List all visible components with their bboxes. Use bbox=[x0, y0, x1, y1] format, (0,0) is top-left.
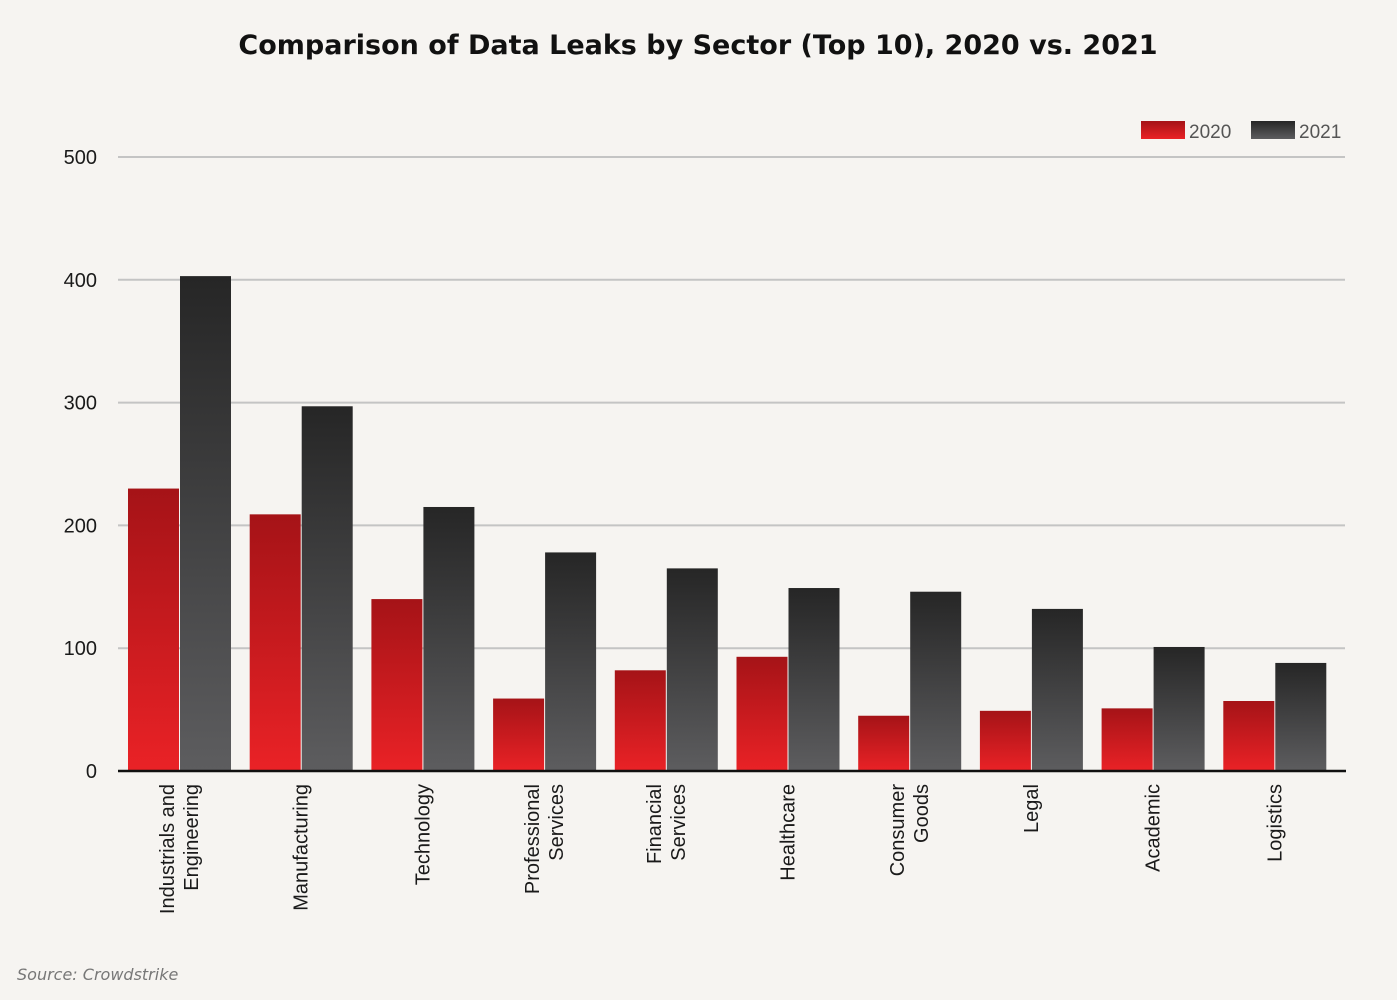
x-tick-label: Professional Services bbox=[522, 784, 568, 894]
bar-2020 bbox=[493, 698, 545, 771]
bar-2021 bbox=[545, 552, 597, 771]
x-tick-label-line: Manufacturing bbox=[291, 784, 313, 911]
y-tick-label: 0 bbox=[86, 761, 97, 783]
x-tick-label-line: Engineering bbox=[181, 784, 203, 891]
bars bbox=[128, 276, 1327, 771]
x-tick-label-line: Goods bbox=[911, 784, 933, 843]
bar-2020 bbox=[858, 715, 910, 771]
bar-2021 bbox=[423, 506, 475, 771]
bar-2020 bbox=[979, 710, 1031, 771]
legend-swatch-2021 bbox=[1251, 121, 1295, 139]
bar-2021 bbox=[910, 591, 962, 771]
x-tick-label-line: Logistics bbox=[1264, 784, 1286, 862]
bar-2021 bbox=[666, 568, 718, 771]
y-tick-label: 300 bbox=[64, 393, 97, 415]
x-axis-labels: Industrials and Engineering Manufacturing T… bbox=[157, 784, 1286, 914]
bar-2020 bbox=[371, 599, 423, 771]
x-tick-label-line: Academic bbox=[1143, 784, 1165, 872]
bar-2021 bbox=[788, 588, 840, 771]
bar-2021 bbox=[1153, 646, 1205, 771]
x-tick-label: Healthcare bbox=[778, 784, 800, 881]
bar-2020 bbox=[128, 488, 179, 771]
y-axis-ticks: 0 100 200 300 400 500 bbox=[64, 147, 97, 783]
x-tick-label: Academic bbox=[1143, 784, 1165, 872]
legend: 2020 2021 bbox=[1141, 121, 1341, 143]
x-tick-label: Legal bbox=[1021, 784, 1043, 833]
x-tick-label-line: Technology bbox=[412, 784, 434, 885]
bar-2020 bbox=[736, 656, 788, 771]
x-tick-label: Logistics bbox=[1264, 784, 1286, 862]
x-tick-label-line: Healthcare bbox=[778, 784, 800, 881]
x-tick-label: Consumer Goods bbox=[887, 784, 933, 877]
bar-2021 bbox=[301, 406, 353, 771]
y-tick-label: 500 bbox=[64, 147, 97, 169]
bar-2020 bbox=[1223, 701, 1275, 771]
y-tick-label: 200 bbox=[64, 515, 97, 537]
chart-title: Comparison of Data Leaks by Sector (Top … bbox=[238, 30, 1157, 61]
x-tick-label: Financial Services bbox=[644, 784, 690, 864]
bar-2021 bbox=[1031, 608, 1083, 771]
legend-swatch-2020 bbox=[1141, 121, 1185, 139]
bar-2021 bbox=[180, 276, 231, 771]
x-tick-label-line: Services bbox=[668, 784, 690, 861]
x-tick-label-line: Consumer bbox=[887, 784, 909, 877]
bar-2021 bbox=[1275, 662, 1327, 771]
x-tick-label: Technology bbox=[412, 784, 434, 885]
x-tick-label: Manufacturing bbox=[291, 784, 313, 911]
legend-label-2020: 2020 bbox=[1189, 122, 1231, 143]
bar-2020 bbox=[249, 514, 301, 771]
x-tick-label-line: Financial bbox=[644, 784, 666, 864]
x-tick-label-line: Professional bbox=[522, 784, 544, 894]
y-tick-label: 400 bbox=[64, 270, 97, 292]
bar-2020 bbox=[1101, 708, 1153, 771]
x-tick-label-line: Legal bbox=[1021, 784, 1043, 833]
x-tick-label-line: Industrials and bbox=[157, 784, 179, 914]
y-tick-label: 100 bbox=[64, 638, 97, 660]
x-tick-label: Industrials and Engineering bbox=[157, 784, 203, 914]
legend-label-2021: 2021 bbox=[1299, 122, 1341, 143]
bar-2020 bbox=[614, 670, 666, 771]
x-tick-label-line: Services bbox=[546, 784, 568, 861]
source-note: Source: Crowdstrike bbox=[17, 965, 178, 984]
